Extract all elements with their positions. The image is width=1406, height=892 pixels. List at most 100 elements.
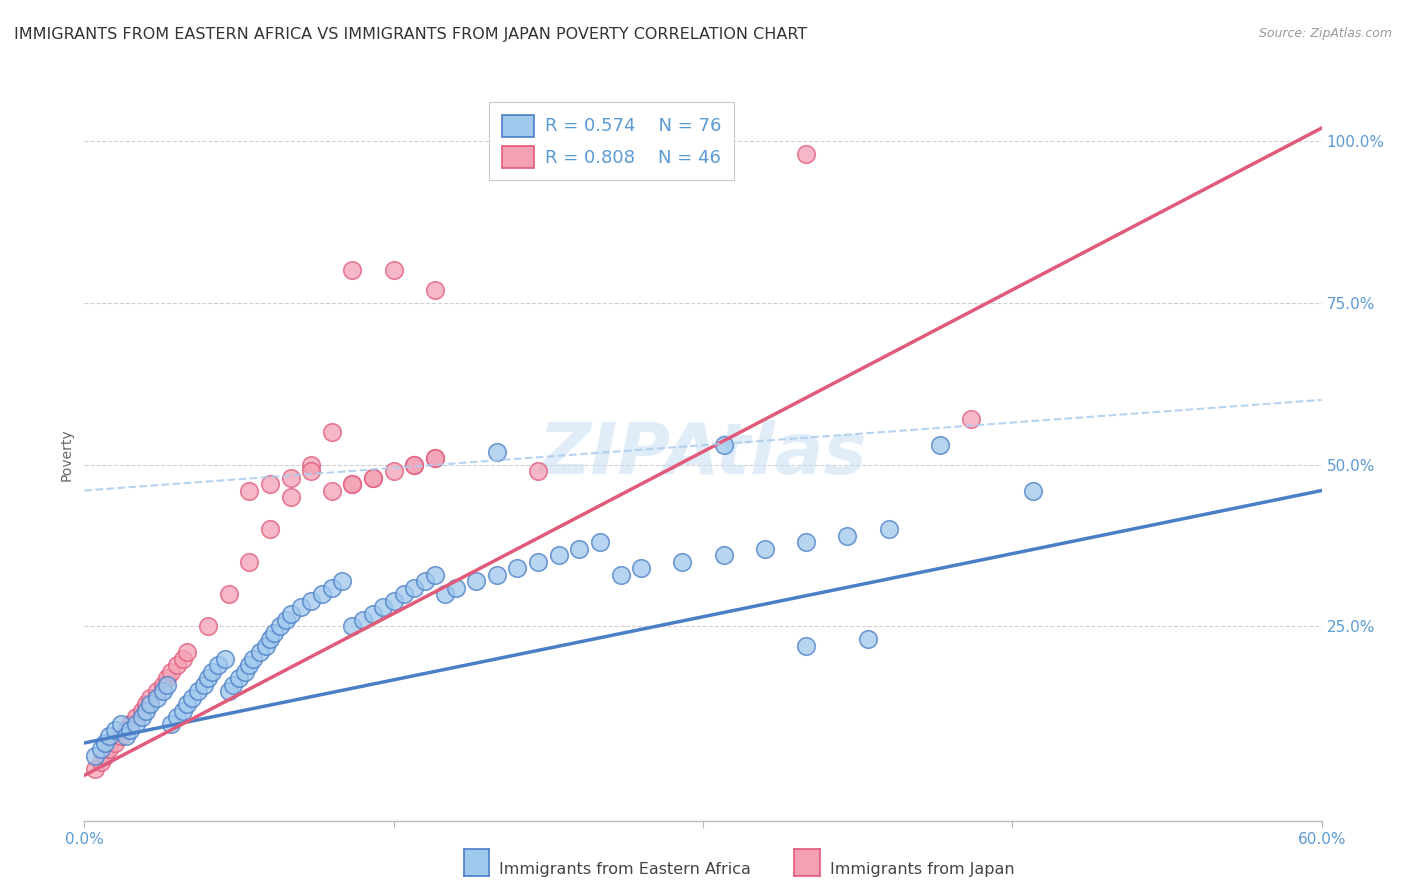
Point <box>152 684 174 698</box>
Point <box>485 567 508 582</box>
Text: IMMIGRANTS FROM EASTERN AFRICA VS IMMIGRANTS FROM JAPAN POVERTY CORRELATION CHAR: IMMIGRANTS FROM EASTERN AFRICA VS IMMIGR… <box>14 27 807 42</box>
Point <box>361 470 384 484</box>
Point <box>263 626 285 640</box>
Point <box>485 444 508 458</box>
Point <box>630 561 652 575</box>
Point <box>90 742 112 756</box>
Point <box>83 762 105 776</box>
Point <box>242 652 264 666</box>
Point <box>382 464 405 478</box>
Point <box>713 548 735 562</box>
Point <box>125 716 148 731</box>
Point <box>280 470 302 484</box>
Point <box>238 658 260 673</box>
Point <box>877 522 900 536</box>
Point <box>361 607 384 621</box>
Point <box>423 451 446 466</box>
Point <box>856 632 879 647</box>
Point <box>207 658 229 673</box>
Point <box>352 613 374 627</box>
Point <box>290 600 312 615</box>
Point <box>218 684 240 698</box>
Point <box>172 704 194 718</box>
Point <box>527 464 550 478</box>
Point <box>156 678 179 692</box>
Point <box>382 263 405 277</box>
Point <box>1022 483 1045 498</box>
Point <box>299 458 322 472</box>
Point <box>413 574 436 589</box>
Point <box>249 645 271 659</box>
Point <box>104 736 127 750</box>
Point <box>110 730 132 744</box>
Point <box>180 690 202 705</box>
Point <box>960 412 983 426</box>
Point <box>118 716 141 731</box>
Point <box>214 652 236 666</box>
Point <box>83 748 105 763</box>
Point <box>176 697 198 711</box>
Y-axis label: Poverty: Poverty <box>59 429 73 481</box>
Point <box>434 587 457 601</box>
Point <box>110 716 132 731</box>
Point <box>166 658 188 673</box>
Point <box>160 716 183 731</box>
Point <box>465 574 488 589</box>
Point <box>794 639 817 653</box>
Point <box>444 581 467 595</box>
Point <box>94 748 117 763</box>
Point <box>276 613 298 627</box>
Point <box>794 147 817 161</box>
Point <box>794 535 817 549</box>
Point <box>197 671 219 685</box>
Point <box>201 665 224 679</box>
Point <box>342 477 364 491</box>
Point <box>423 451 446 466</box>
Point <box>404 458 426 472</box>
Point <box>321 483 343 498</box>
Point <box>527 555 550 569</box>
Point <box>222 678 245 692</box>
Point <box>125 710 148 724</box>
Point <box>114 730 136 744</box>
Point <box>233 665 256 679</box>
Point <box>547 548 569 562</box>
Legend: R = 0.574    N = 76, R = 0.808    N = 46: R = 0.574 N = 76, R = 0.808 N = 46 <box>489 102 734 180</box>
Point <box>929 438 952 452</box>
Point <box>321 425 343 440</box>
Point <box>299 464 322 478</box>
Point <box>187 684 209 698</box>
Point <box>404 458 426 472</box>
Text: Immigrants from Japan: Immigrants from Japan <box>830 863 1014 877</box>
Point <box>671 555 693 569</box>
Point <box>139 697 162 711</box>
Point <box>259 522 281 536</box>
Point <box>218 587 240 601</box>
Point <box>114 723 136 737</box>
Point <box>404 581 426 595</box>
Point <box>568 541 591 556</box>
Point <box>197 619 219 633</box>
Point <box>254 639 277 653</box>
Point <box>423 567 446 582</box>
Point <box>837 529 859 543</box>
Point <box>259 632 281 647</box>
Point <box>269 619 291 633</box>
Point <box>145 684 167 698</box>
Point <box>94 736 117 750</box>
Point <box>361 470 384 484</box>
Point <box>330 574 353 589</box>
Point <box>90 756 112 770</box>
Point <box>589 535 612 549</box>
Point <box>166 710 188 724</box>
Point <box>139 690 162 705</box>
Point <box>135 697 157 711</box>
Point <box>382 593 405 607</box>
Point <box>131 704 153 718</box>
Point <box>280 607 302 621</box>
Point <box>373 600 395 615</box>
Point <box>311 587 333 601</box>
Point <box>423 283 446 297</box>
Point <box>104 723 127 737</box>
Point <box>392 587 415 601</box>
